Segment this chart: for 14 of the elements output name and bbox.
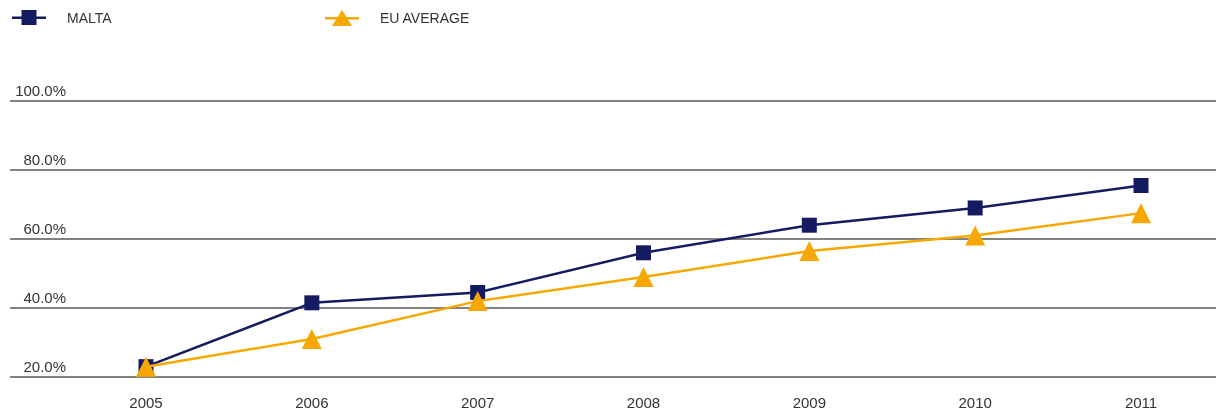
x-tick-label: 2011 (1124, 394, 1158, 410)
legend-label: EU AVERAGE (380, 10, 470, 26)
x-tick-label: 2008 (626, 394, 661, 410)
x-tick-label: 2006 (295, 394, 329, 410)
x-tick-label: 2009 (792, 394, 827, 410)
legend-label: MALTA (67, 9, 113, 26)
x-tick-label: 2005 (129, 394, 163, 410)
y-tick-label: 60.0% (23, 220, 66, 237)
x-tick-label: 2010 (958, 394, 992, 410)
y-tick-label: 100.0% (15, 82, 66, 99)
y-tick-label: 20.0% (23, 358, 66, 375)
y-tick-label: 40.0% (23, 289, 66, 306)
y-tick-label: 80.0% (23, 151, 66, 168)
x-tick-label: 2007 (460, 394, 495, 410)
